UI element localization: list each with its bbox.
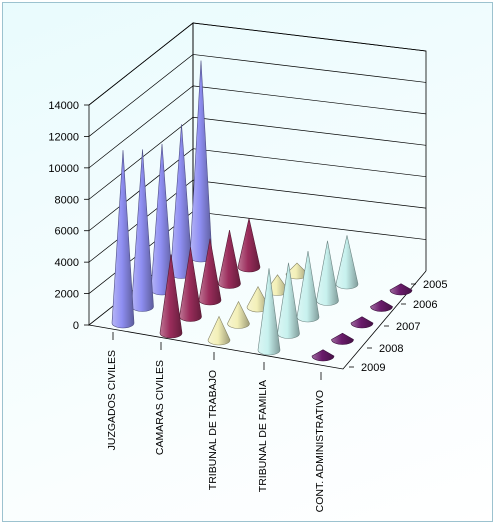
cone-body <box>131 149 154 312</box>
category-label: JUZGADOS CIVILES <box>106 350 118 450</box>
y-tick-label: 6000 <box>55 226 79 238</box>
y-tick-label: 8000 <box>55 194 79 206</box>
year-labels: 2005 2006 2007 2008 2009 <box>349 279 447 374</box>
cone <box>370 299 393 312</box>
cone <box>331 332 354 345</box>
back-wall <box>192 22 427 271</box>
cone-body <box>389 283 413 296</box>
cone-body <box>370 299 393 312</box>
cone-body <box>316 240 339 306</box>
year-label: 2007 <box>396 321 420 333</box>
y-tick-label: 2000 <box>55 289 79 301</box>
cone <box>179 247 202 322</box>
cone <box>131 149 154 312</box>
floor-edge <box>88 270 427 370</box>
cone <box>296 250 320 323</box>
grid-line <box>88 85 427 169</box>
cone <box>159 254 183 339</box>
y-tick-label: 12000 <box>48 131 79 143</box>
chart-svg: 0 2000 4000 6000 8000 10000 12000 14000 JUZGADO… <box>48 22 447 512</box>
cone-body <box>207 315 231 346</box>
year-label: 2008 <box>379 343 403 355</box>
cone <box>198 238 222 306</box>
cone-body <box>237 218 261 273</box>
cone-body <box>296 250 320 323</box>
cone <box>111 150 135 329</box>
grid-line <box>88 54 427 137</box>
cone <box>316 240 339 306</box>
cone-body <box>257 268 281 356</box>
cone-body <box>277 262 300 339</box>
cone <box>335 235 359 290</box>
y-tick-label: 10000 <box>48 163 79 175</box>
year-label: 2009 <box>361 362 385 374</box>
cone <box>257 268 281 356</box>
cone-body <box>111 150 135 329</box>
cone-body <box>227 300 250 329</box>
category-labels: JUZGADOS CIVILES CAMARAS CIVILES TRIBUNAL … <box>106 332 326 512</box>
cone-marks <box>111 60 413 362</box>
category-label: TRIBUNAL DE TRABAJO <box>207 370 219 490</box>
cone-body <box>311 349 335 362</box>
y-tick-label: 14000 <box>48 100 79 112</box>
category-label: CONT. ADMINISTRATIVO <box>314 390 326 512</box>
category-label: CAMARAS CIVILES <box>154 360 166 455</box>
cone-body <box>331 332 354 345</box>
cone-body <box>179 247 202 322</box>
cone <box>277 262 300 339</box>
y-tick-label: 4000 <box>55 257 79 269</box>
cone-body <box>335 235 359 290</box>
year-label: 2006 <box>413 299 437 311</box>
chart-frame: 0 2000 4000 6000 8000 10000 12000 14000 JUZGADO… <box>2 2 493 522</box>
y-tick-label: 0 <box>73 320 79 332</box>
cone <box>389 283 413 296</box>
grid-line <box>88 116 427 200</box>
cone-body <box>159 254 183 339</box>
category-label: TRIBUNAL DE FAMILIA <box>257 380 269 492</box>
cone-body <box>350 316 374 329</box>
cone <box>237 218 261 273</box>
cone-body <box>198 238 222 306</box>
cone <box>311 349 335 362</box>
cone-body <box>218 230 241 289</box>
grid-line <box>88 22 427 106</box>
cone <box>218 230 241 289</box>
year-label: 2005 <box>423 279 447 291</box>
cone <box>227 300 250 329</box>
y-axis-ticks: 0 2000 4000 6000 8000 10000 12000 14000 <box>48 100 89 332</box>
cone <box>207 315 231 346</box>
cone <box>350 316 374 329</box>
